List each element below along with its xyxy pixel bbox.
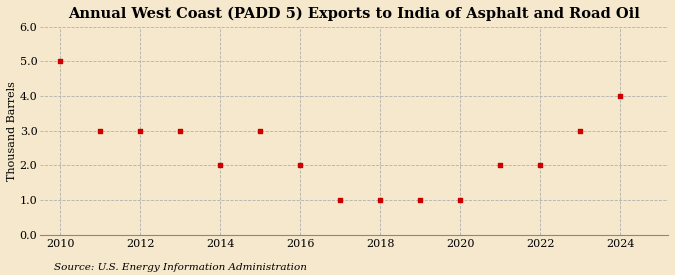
Point bbox=[215, 163, 225, 167]
Point bbox=[295, 163, 306, 167]
Point bbox=[254, 128, 265, 133]
Point bbox=[375, 198, 385, 202]
Point bbox=[574, 128, 585, 133]
Y-axis label: Thousand Barrels: Thousand Barrels bbox=[7, 81, 17, 181]
Point bbox=[175, 128, 186, 133]
Point bbox=[135, 128, 146, 133]
Title: Annual West Coast (PADD 5) Exports to India of Asphalt and Road Oil: Annual West Coast (PADD 5) Exports to In… bbox=[68, 7, 640, 21]
Point bbox=[495, 163, 506, 167]
Point bbox=[95, 128, 105, 133]
Point bbox=[615, 94, 626, 98]
Text: Source: U.S. Energy Information Administration: Source: U.S. Energy Information Administ… bbox=[54, 263, 307, 272]
Point bbox=[535, 163, 545, 167]
Point bbox=[414, 198, 425, 202]
Point bbox=[55, 59, 65, 64]
Point bbox=[335, 198, 346, 202]
Point bbox=[455, 198, 466, 202]
